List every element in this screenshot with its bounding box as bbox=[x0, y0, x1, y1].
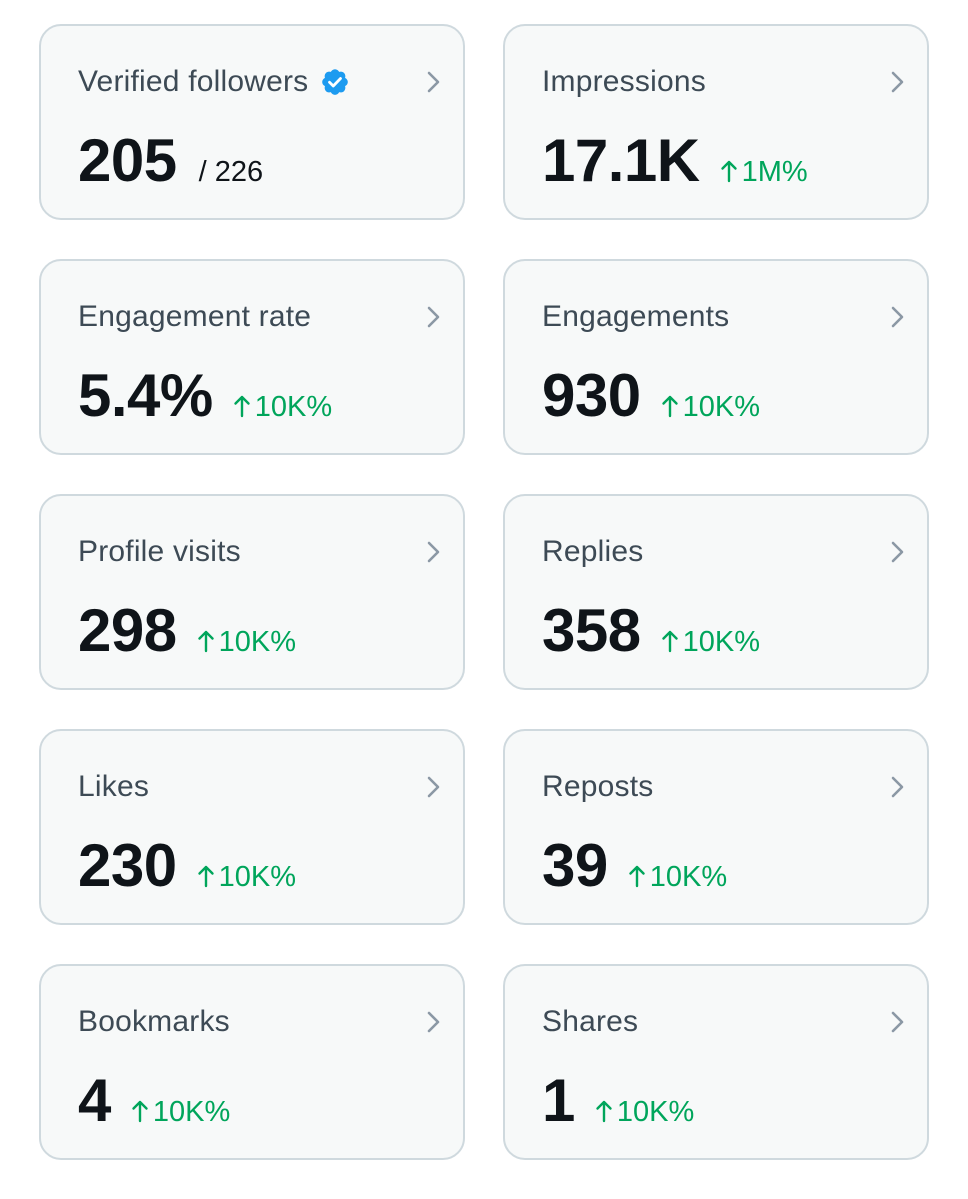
card-value: 205 bbox=[78, 127, 177, 194]
card-change-value: 10K% bbox=[152, 1096, 231, 1128]
card-label: Engagement rate bbox=[78, 300, 312, 333]
card-profile-visits[interactable]: Profile visits 298 10K% bbox=[39, 494, 465, 690]
card-engagements[interactable]: Engagements 930 10K% bbox=[503, 259, 929, 455]
chevron-right-icon[interactable] bbox=[885, 773, 909, 801]
card-header: Likes bbox=[78, 769, 149, 805]
card-change-value: 1M% bbox=[741, 156, 808, 188]
arrow-up-icon bbox=[720, 159, 738, 183]
chevron-right-icon[interactable] bbox=[421, 1008, 445, 1036]
arrow-up-icon bbox=[197, 864, 215, 888]
card-value-row: 205 / 226 bbox=[78, 128, 263, 194]
arrow-up-icon bbox=[661, 394, 679, 418]
card-change: 10K% bbox=[131, 1096, 230, 1129]
chevron-right-icon[interactable] bbox=[885, 538, 909, 566]
card-likes[interactable]: Likes 230 10K% bbox=[39, 729, 465, 925]
card-change-value: 10K% bbox=[616, 1096, 695, 1128]
card-value: 1 bbox=[542, 1067, 575, 1134]
card-change: 10K% bbox=[595, 1096, 694, 1129]
card-label: Verified followers bbox=[78, 65, 309, 98]
card-change: 10K% bbox=[661, 391, 760, 424]
card-value-row: 39 10K% bbox=[542, 833, 727, 899]
card-change: 10K% bbox=[197, 626, 296, 659]
card-value: 358 bbox=[542, 597, 641, 664]
card-bookmarks[interactable]: Bookmarks 4 10K% bbox=[39, 964, 465, 1160]
arrow-up-icon bbox=[628, 864, 646, 888]
card-replies[interactable]: Replies 358 10K% bbox=[503, 494, 929, 690]
card-value: 298 bbox=[78, 597, 177, 664]
card-change: 10K% bbox=[197, 861, 296, 894]
card-value-row: 358 10K% bbox=[542, 598, 760, 664]
card-change-value: 10K% bbox=[682, 391, 760, 423]
card-label: Reposts bbox=[542, 770, 654, 803]
card-label: Likes bbox=[78, 770, 150, 803]
card-verified-followers[interactable]: Verified followers 205 / 226 bbox=[39, 24, 465, 220]
card-header: Impressions bbox=[542, 64, 706, 100]
arrow-up-icon bbox=[197, 629, 215, 653]
card-value: 5.4% bbox=[78, 362, 213, 429]
card-change: 10K% bbox=[628, 861, 727, 894]
card-header: Engagement rate bbox=[78, 299, 311, 335]
card-shares[interactable]: Shares 1 10K% bbox=[503, 964, 929, 1160]
card-value: 39 bbox=[542, 832, 608, 899]
card-impressions[interactable]: Impressions 17.1K 1M% bbox=[503, 24, 929, 220]
card-value-row: 17.1K 1M% bbox=[542, 128, 808, 194]
card-value-row: 5.4% 10K% bbox=[78, 363, 332, 429]
arrow-up-icon bbox=[233, 394, 251, 418]
card-value: 230 bbox=[78, 832, 177, 899]
card-reposts[interactable]: Reposts 39 10K% bbox=[503, 729, 929, 925]
chevron-right-icon[interactable] bbox=[421, 303, 445, 331]
card-label: Bookmarks bbox=[78, 1005, 230, 1038]
card-label: Shares bbox=[542, 1005, 639, 1038]
card-header: Bookmarks bbox=[78, 1004, 230, 1040]
card-value: 4 bbox=[78, 1067, 111, 1134]
card-value-row: 4 10K% bbox=[78, 1068, 230, 1134]
card-header: Profile visits bbox=[78, 534, 241, 570]
card-total: / 226 bbox=[198, 156, 264, 188]
chevron-right-icon[interactable] bbox=[885, 1008, 909, 1036]
card-change-value: 10K% bbox=[218, 861, 296, 893]
card-header: Engagements bbox=[542, 299, 729, 335]
card-change-value: 10K% bbox=[682, 626, 760, 658]
card-change: 1M% bbox=[720, 156, 808, 189]
arrow-up-icon bbox=[131, 1099, 149, 1123]
card-value-row: 298 10K% bbox=[78, 598, 296, 664]
analytics-cards-grid: Verified followers 205 / 226 Impressions… bbox=[39, 24, 929, 1160]
card-value: 930 bbox=[542, 362, 641, 429]
card-header: Replies bbox=[542, 534, 643, 570]
card-change-value: 10K% bbox=[649, 861, 728, 893]
card-value-row: 930 10K% bbox=[542, 363, 760, 429]
arrow-up-icon bbox=[661, 629, 679, 653]
chevron-right-icon[interactable] bbox=[885, 303, 909, 331]
card-value-row: 230 10K% bbox=[78, 833, 296, 899]
card-header: Reposts bbox=[542, 769, 653, 805]
chevron-right-icon[interactable] bbox=[885, 68, 909, 96]
card-change: 10K% bbox=[233, 391, 332, 424]
card-header: Verified followers bbox=[78, 64, 350, 100]
card-label: Impressions bbox=[542, 65, 706, 98]
card-engagement-rate[interactable]: Engagement rate 5.4% 10K% bbox=[39, 259, 465, 455]
card-label: Engagements bbox=[542, 300, 730, 333]
card-header: Shares bbox=[542, 1004, 638, 1040]
card-change-value: 10K% bbox=[218, 626, 296, 658]
chevron-right-icon[interactable] bbox=[421, 538, 445, 566]
card-change-value: 10K% bbox=[254, 391, 333, 423]
card-value-row: 1 10K% bbox=[542, 1068, 694, 1134]
card-change: 10K% bbox=[661, 626, 760, 659]
chevron-right-icon[interactable] bbox=[421, 773, 445, 801]
arrow-up-icon bbox=[595, 1099, 613, 1123]
chevron-right-icon[interactable] bbox=[421, 68, 445, 96]
verified-badge-icon bbox=[320, 67, 350, 97]
card-value: 17.1K bbox=[542, 127, 700, 194]
card-label: Replies bbox=[542, 535, 644, 568]
card-label: Profile visits bbox=[78, 535, 241, 568]
